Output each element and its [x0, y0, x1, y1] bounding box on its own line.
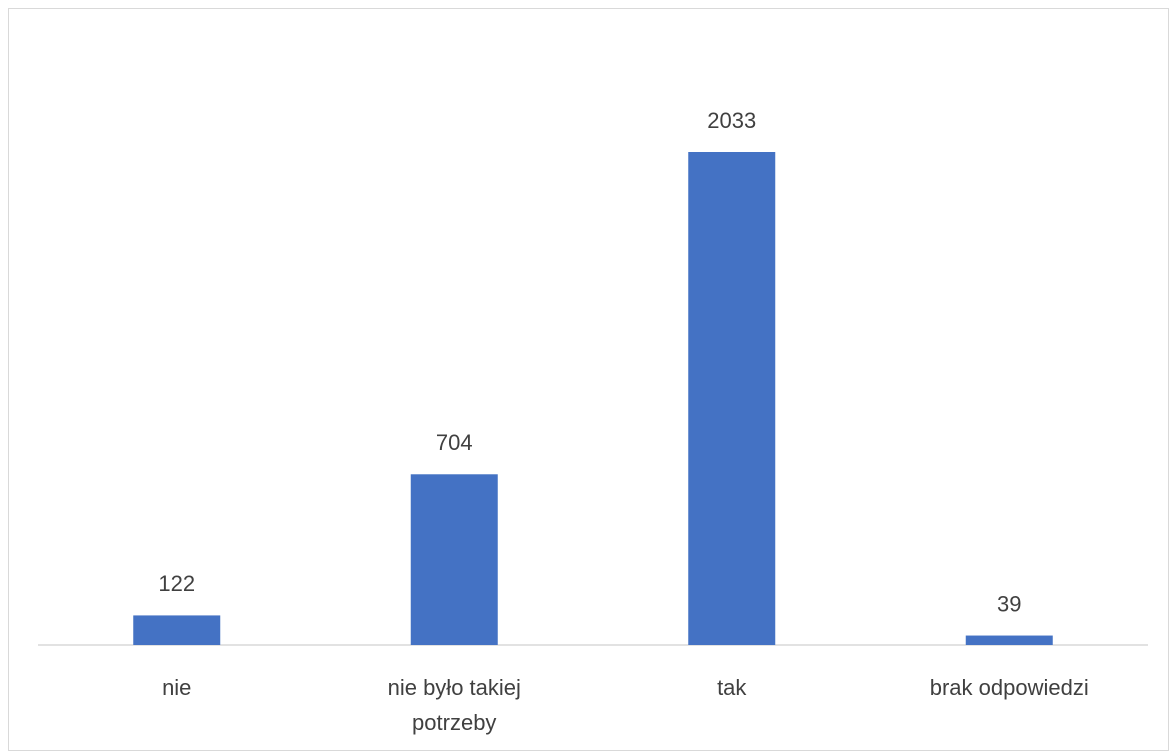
data-label: 2033	[707, 108, 756, 133]
x-tick-label: nie było takiej potrzeby	[387, 675, 521, 735]
data-label: 39	[997, 591, 1021, 616]
x-tick-label: nie	[162, 675, 192, 700]
bar	[410, 474, 498, 645]
bar	[133, 615, 221, 645]
x-tick-label: tak	[717, 675, 747, 700]
chart-border	[8, 8, 1169, 751]
x-tick-label: brak odpowiedzi	[929, 675, 1089, 700]
bar	[688, 152, 776, 645]
data-label: 704	[436, 430, 473, 455]
bar	[965, 635, 1053, 645]
data-label: 122	[158, 571, 195, 596]
